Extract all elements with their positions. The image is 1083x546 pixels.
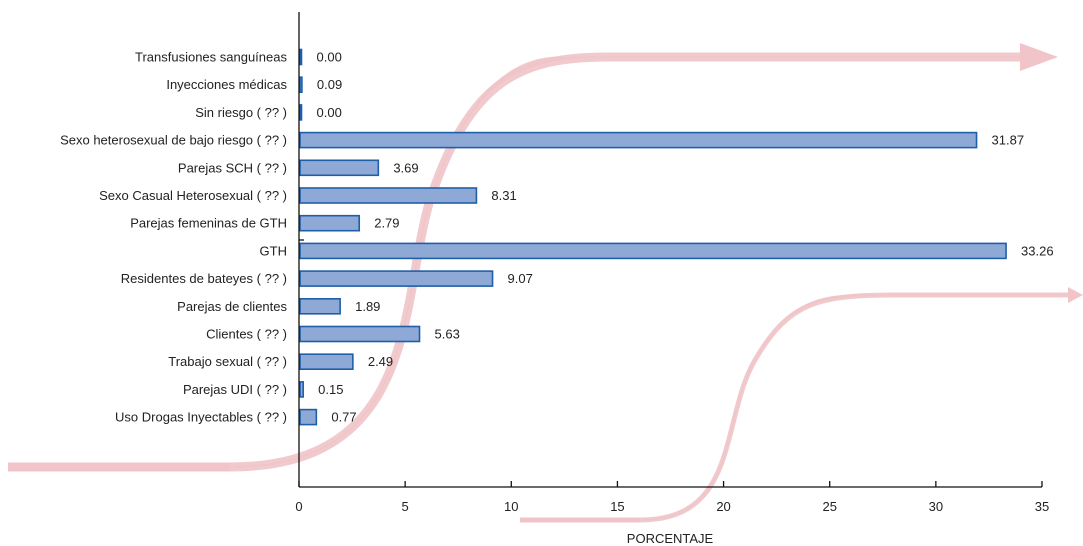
bar	[299, 325, 421, 343]
value-label: 2.79	[374, 216, 399, 231]
x-tick-label: 25	[822, 499, 836, 514]
decor-arrow-strand	[639, 294, 1070, 521]
bar	[299, 159, 380, 177]
x-tick-label: 10	[504, 499, 518, 514]
value-label: 1.89	[355, 299, 380, 314]
decor-arrow-strand	[229, 56, 1030, 468]
category-label: Sexo Casual Heterosexual ( ?? )	[99, 188, 287, 203]
value-label: 5.63	[435, 327, 460, 342]
category-label: Residentes de bateyes ( ?? )	[121, 271, 287, 286]
bars	[299, 48, 1007, 426]
value-label: 0.09	[317, 77, 342, 92]
bar	[299, 353, 354, 371]
value-label: 3.69	[393, 160, 418, 175]
bar	[299, 242, 1007, 260]
decor-arrow-strand	[639, 294, 1070, 521]
category-label: Parejas femeninas de GTH	[130, 216, 287, 231]
category-label: Transfusiones sanguíneas	[135, 50, 288, 65]
decor-arrow-strand	[639, 294, 1070, 521]
bar	[299, 104, 303, 121]
bar	[299, 48, 303, 66]
decor-arrow-strand	[639, 294, 1070, 521]
bar	[299, 297, 341, 315]
value-label: 0.00	[317, 50, 342, 65]
category-labels: Transfusiones sanguíneas Inyecciones médi…	[60, 50, 287, 425]
decor-arrow-head	[1020, 43, 1058, 71]
decor-arrow-strand	[229, 56, 1030, 468]
category-label: Clientes ( ?? )	[206, 327, 287, 342]
bar	[299, 408, 318, 426]
decor-arrow-strand	[639, 294, 1070, 521]
category-label: Sin riesgo ( ?? )	[195, 105, 287, 120]
decor-arrow-strand	[229, 52, 1030, 472]
value-label: 31.87	[992, 133, 1025, 148]
category-label: Sexo heterosexual de bajo riesgo ( ?? )	[60, 133, 287, 148]
category-label: Parejas de clientes	[177, 299, 287, 314]
decor-arrow-strand	[639, 294, 1070, 521]
decor-arrow-strand	[229, 56, 1030, 468]
x-tick-label: 0	[295, 499, 302, 514]
value-label: 0.77	[331, 410, 356, 425]
bar	[299, 76, 303, 93]
value-label: 0.00	[317, 105, 342, 120]
category-label: Parejas SCH ( ?? )	[178, 160, 287, 175]
bar	[299, 381, 304, 398]
decor-arrow-strand	[229, 56, 1030, 468]
category-label: Uso Drogas Inyectables ( ?? )	[115, 410, 287, 425]
decor-arrow-strand	[639, 294, 1070, 521]
x-tick-label: 15	[610, 499, 624, 514]
decor-arrow-head	[1068, 287, 1083, 303]
bar	[299, 187, 478, 204]
bar	[299, 131, 978, 149]
decor-arrow-strand	[229, 56, 1030, 468]
decor-arrow-strand	[229, 56, 1030, 468]
x-axis-title: PORCENTAJE	[627, 531, 714, 546]
bar	[299, 270, 494, 287]
x-tick-label: 5	[402, 499, 409, 514]
x-tick-label: 20	[716, 499, 730, 514]
value-labels: 0.00 0.09 0.00 31.87 3.69 8.31 2.79 33.26 9.07 1.…	[317, 50, 1054, 425]
decor-arrow-strand	[229, 56, 1030, 468]
decor-arrow-strand	[639, 292, 1070, 523]
decor-arrow-strand	[639, 294, 1070, 521]
value-label: 2.49	[368, 354, 393, 369]
decor-arrow-strand	[229, 56, 1030, 468]
value-label: 33.26	[1021, 243, 1054, 258]
bar	[299, 214, 361, 232]
value-label: 9.07	[508, 271, 533, 286]
value-label: 8.31	[491, 188, 516, 203]
x-tick-label: 35	[1035, 499, 1049, 514]
value-label: 0.15	[318, 382, 343, 397]
x-axis: 0 5 10 15 20 25 30 35	[295, 481, 1049, 514]
x-tick-label: 30	[929, 499, 943, 514]
category-label: Parejas UDI ( ?? )	[183, 382, 287, 397]
category-label: GTH	[260, 243, 287, 258]
category-label: Trabajo sexual ( ?? )	[168, 354, 287, 369]
category-label: Inyecciones médicas	[166, 77, 287, 92]
decorative-arrows	[8, 43, 1083, 523]
